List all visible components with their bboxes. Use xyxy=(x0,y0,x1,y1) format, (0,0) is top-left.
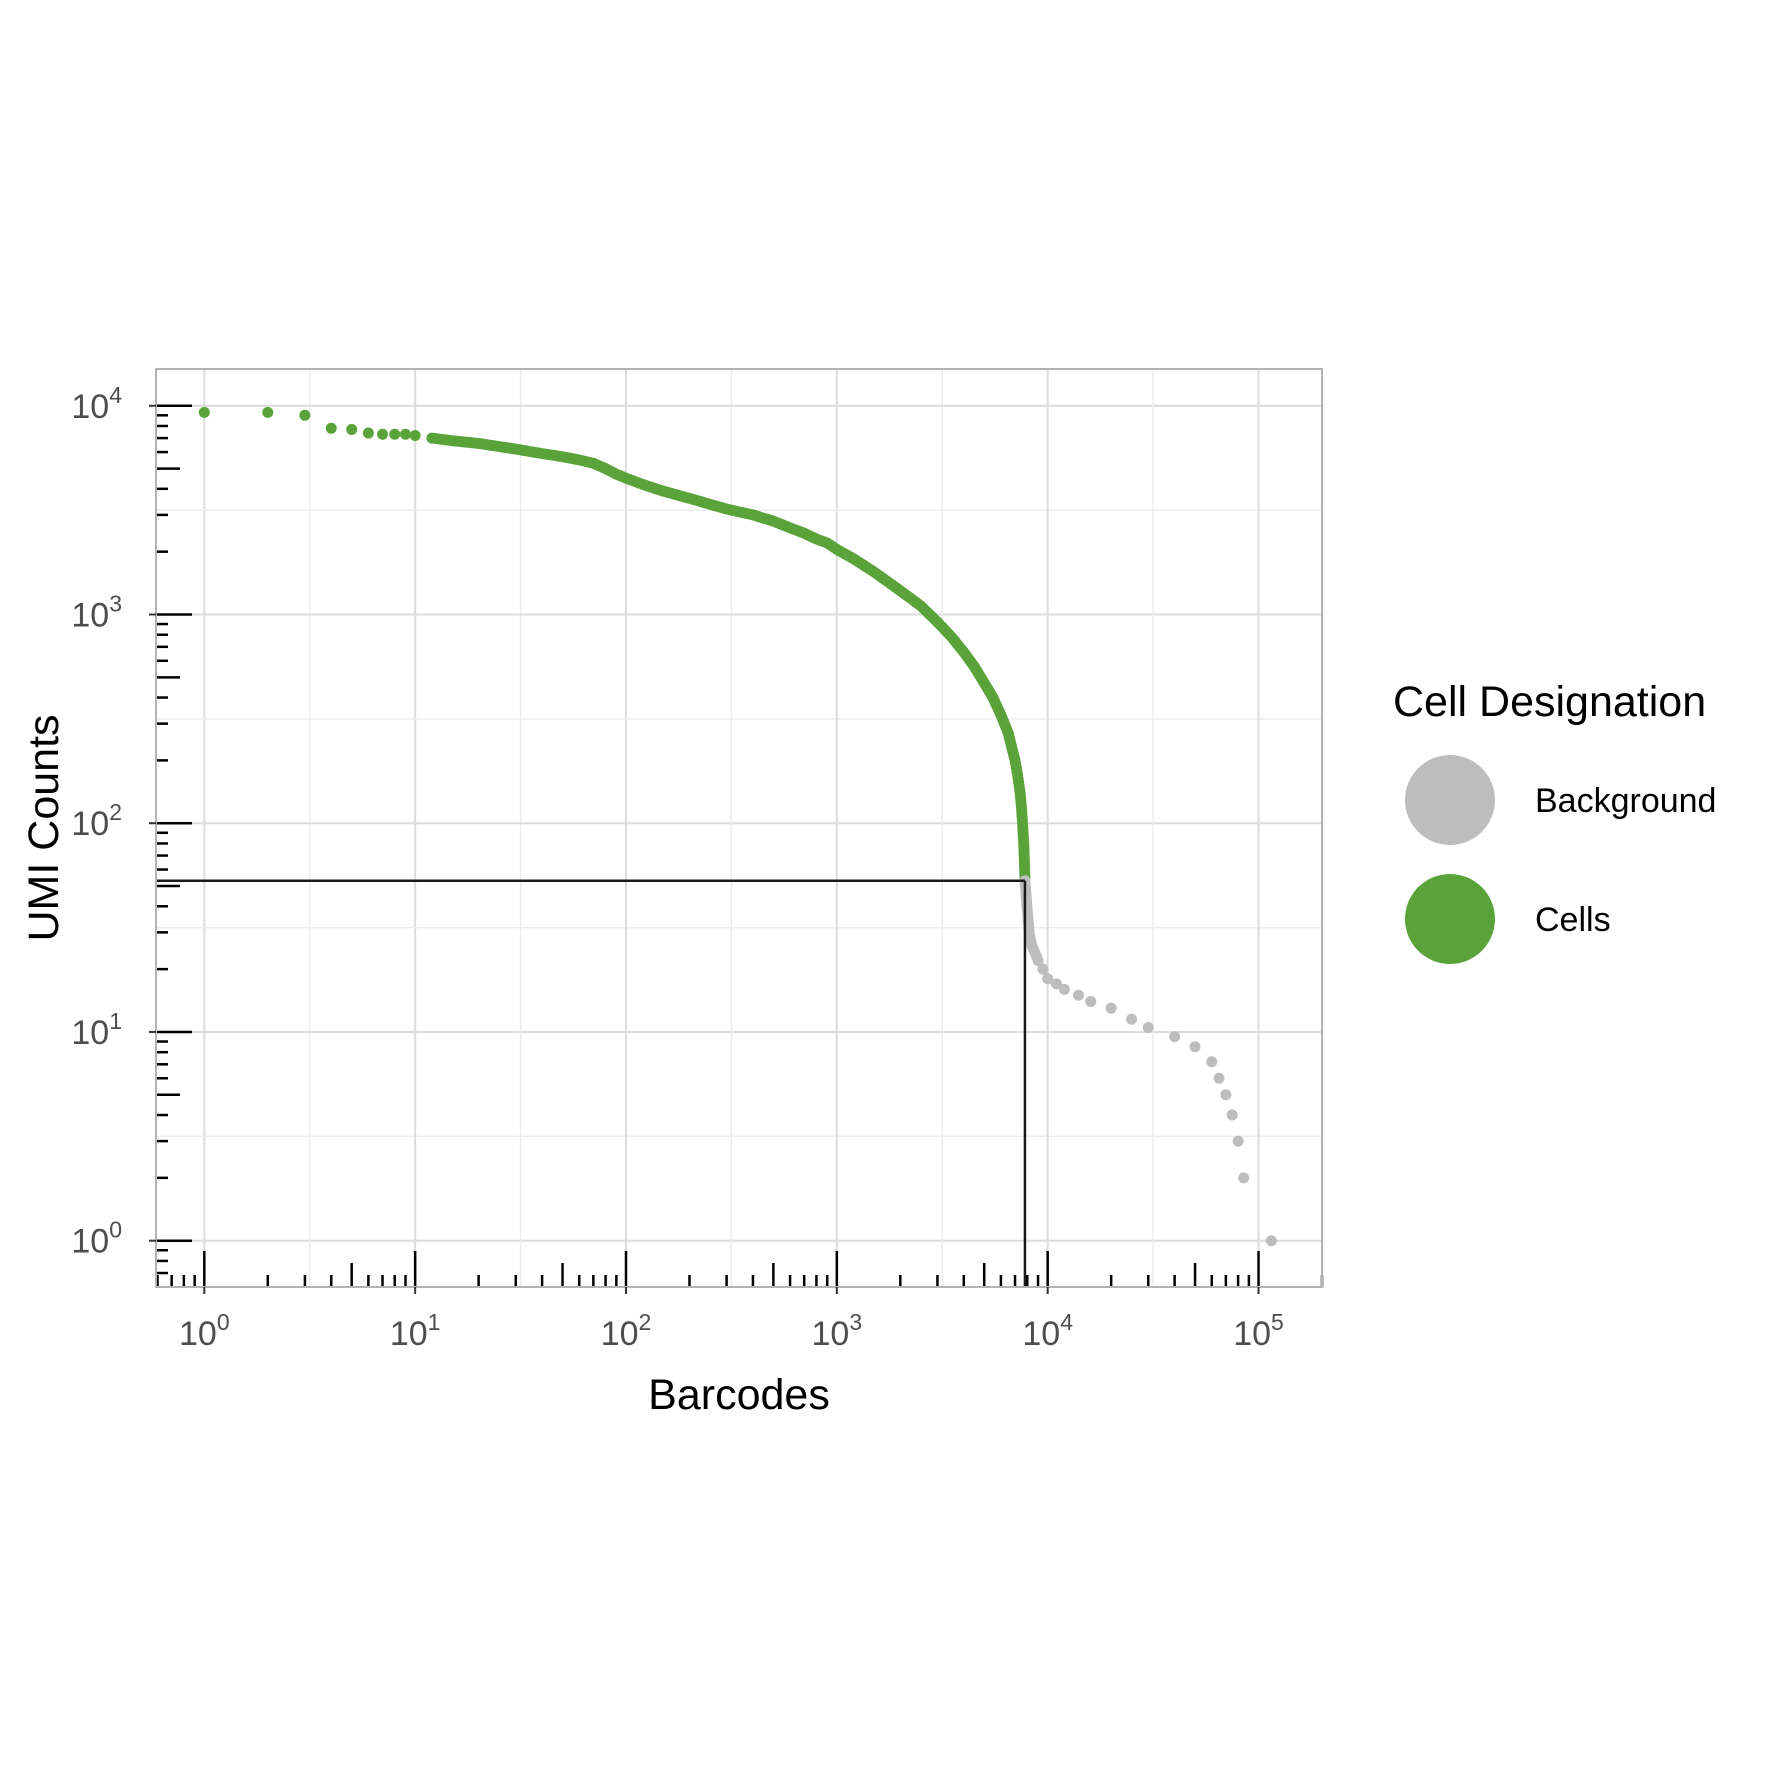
legend-key-background xyxy=(1405,755,1495,845)
x-tick-label: 104 xyxy=(1022,1309,1073,1353)
series-background xyxy=(1019,875,1277,1247)
data-point xyxy=(1213,1072,1225,1084)
data-point xyxy=(1226,1109,1238,1121)
data-point xyxy=(376,428,388,440)
rug-ticks xyxy=(156,404,1324,1287)
legend-label-background: Background xyxy=(1535,782,1716,820)
legend-key-cells xyxy=(1405,874,1495,964)
data-points xyxy=(198,406,1277,1247)
data-point xyxy=(400,428,412,440)
y-axis-title: UMI Counts xyxy=(20,714,68,941)
y-tick-label: 102 xyxy=(71,799,122,843)
data-point xyxy=(1189,1041,1201,1053)
data-point xyxy=(299,409,311,421)
legend-entries: Background Cells xyxy=(1405,755,1716,964)
y-tick-label: 104 xyxy=(71,382,122,426)
series-cells xyxy=(198,406,1031,883)
plot-panel-border xyxy=(155,368,1323,1288)
x-tick-label: 101 xyxy=(390,1309,441,1353)
data-point xyxy=(346,423,358,435)
data-point xyxy=(1220,1089,1232,1101)
y-tick-label: 101 xyxy=(71,1008,122,1052)
data-point xyxy=(362,427,374,439)
data-point xyxy=(389,428,401,440)
data-point xyxy=(1037,963,1049,975)
data-point xyxy=(1105,1002,1117,1014)
data-point xyxy=(1142,1022,1154,1034)
data-point xyxy=(1265,1235,1277,1247)
x-tick-label: 105 xyxy=(1233,1309,1284,1353)
data-point xyxy=(325,422,337,434)
data-point xyxy=(1050,978,1062,990)
y-tick-label: 103 xyxy=(71,590,122,634)
data-point xyxy=(1206,1056,1218,1068)
y-tick-label: 100 xyxy=(71,1217,122,1261)
x-axis-ticks: 100 101 102 103 104 105 xyxy=(179,1287,1284,1353)
x-tick-label: 103 xyxy=(812,1309,863,1353)
legend-label-cells: Cells xyxy=(1535,901,1611,939)
legend-title: Cell Designation xyxy=(1393,678,1706,726)
legend: Cell Designation Background Cells xyxy=(1393,678,1716,964)
x-axis-title: Barcodes xyxy=(648,1371,830,1419)
y-axis-ticks: 100 101 102 103 104 xyxy=(71,382,156,1261)
x-tick-label: 102 xyxy=(601,1309,652,1353)
grid-lines xyxy=(156,369,1322,1287)
data-point xyxy=(198,406,210,418)
data-point xyxy=(1126,1013,1138,1025)
data-point xyxy=(1169,1031,1181,1043)
data-point xyxy=(409,430,421,442)
data-point xyxy=(1058,983,1070,995)
threshold-lines xyxy=(156,879,1027,1287)
data-point xyxy=(1072,989,1084,1001)
data-point xyxy=(1032,954,1044,966)
data-point xyxy=(1042,973,1054,985)
data-point xyxy=(1085,995,1097,1007)
data-point xyxy=(1232,1135,1244,1147)
x-tick-label: 100 xyxy=(179,1309,230,1353)
data-point xyxy=(262,406,274,418)
data-point xyxy=(1238,1172,1250,1184)
